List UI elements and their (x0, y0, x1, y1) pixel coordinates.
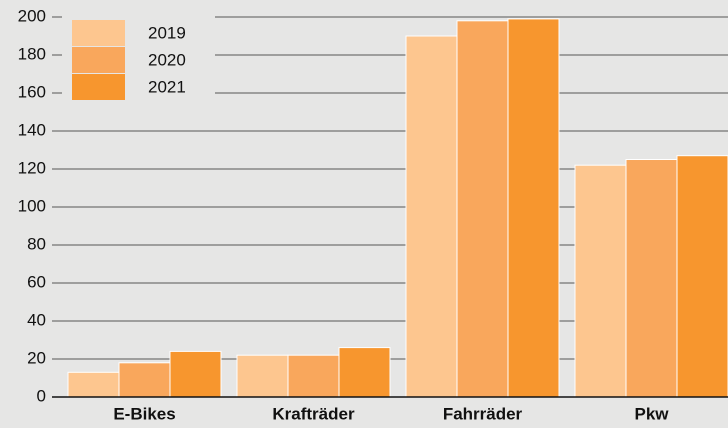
legend-label: 2021 (148, 77, 186, 96)
y-tick-label: 180 (18, 44, 46, 63)
bar (287, 354, 340, 398)
bar (625, 159, 678, 398)
x-tick-label: Krafträder (272, 404, 355, 423)
y-tick-label: 120 (18, 158, 46, 177)
bar (456, 20, 509, 398)
legend-label: 2019 (148, 23, 186, 42)
bar (507, 18, 560, 398)
bar (405, 35, 458, 398)
x-tick-label: Pkw (634, 404, 669, 423)
bar (169, 350, 222, 398)
bar (574, 164, 627, 398)
legend-swatch (72, 47, 125, 73)
y-tick-label: 0 (37, 386, 46, 405)
bar (676, 155, 728, 398)
x-tick-label: Fahrräder (443, 404, 523, 423)
y-tick-label: 20 (27, 348, 46, 367)
y-tick-label: 80 (27, 234, 46, 253)
y-tick-label: 40 (27, 310, 46, 329)
bar (118, 362, 171, 398)
y-tick-label: 100 (18, 196, 46, 215)
legend-label: 2020 (148, 50, 186, 69)
bar (236, 354, 289, 398)
y-tick-label: 200 (18, 6, 46, 25)
y-tick-label: 140 (18, 120, 46, 139)
bar (338, 347, 391, 398)
x-tick-label: E-Bikes (113, 404, 175, 423)
legend-swatch (72, 74, 125, 100)
legend-swatch (72, 20, 125, 46)
bar (67, 371, 120, 398)
y-tick-label: 60 (27, 272, 46, 291)
y-tick-label: 160 (18, 82, 46, 101)
